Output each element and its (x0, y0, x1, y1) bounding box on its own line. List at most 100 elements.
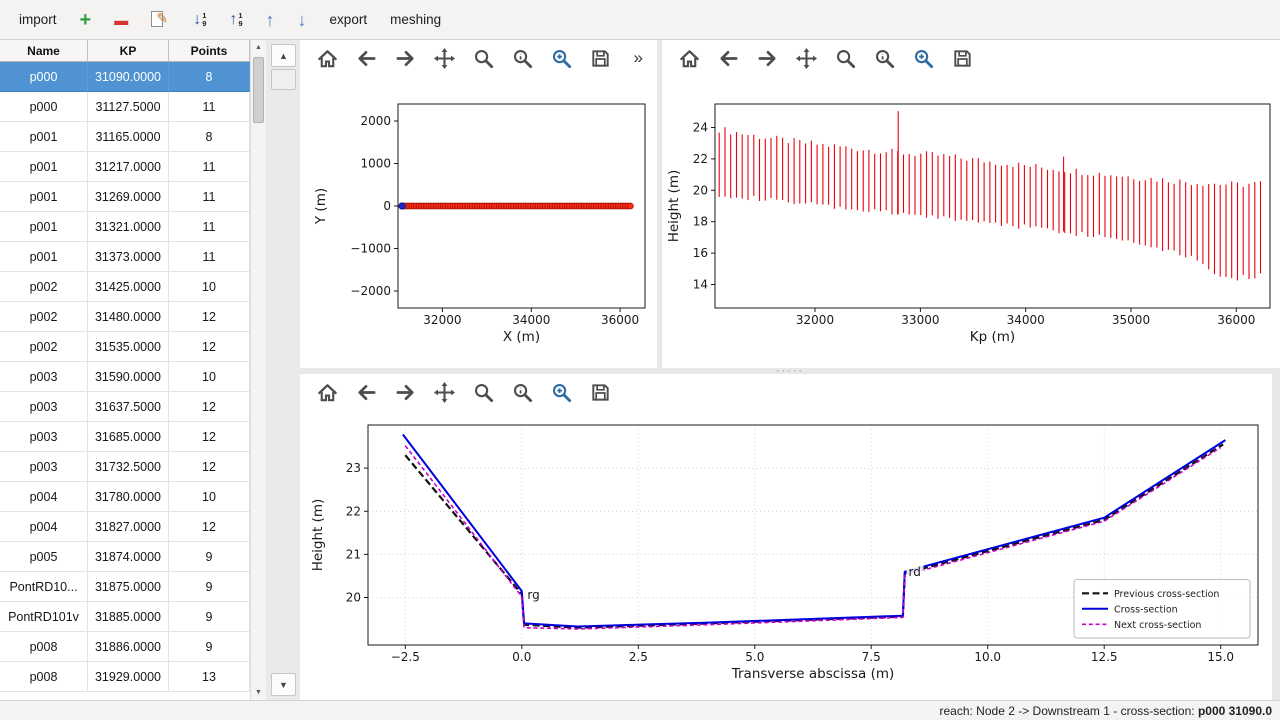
zoom-button[interactable] (832, 45, 858, 71)
table-cell[interactable]: 12 (169, 452, 250, 482)
table-cell[interactable]: 12 (169, 422, 250, 452)
table-scrollbar-thumb[interactable] (253, 57, 264, 123)
table-cell[interactable]: p002 (0, 272, 88, 302)
table-row[interactable]: p004 31827.0000 12 (0, 512, 266, 542)
table-cell[interactable]: 12 (169, 392, 250, 422)
back-button[interactable] (715, 45, 741, 71)
table-cell[interactable]: 31373.0000 (88, 242, 169, 272)
table-cell[interactable]: p003 (0, 392, 88, 422)
table-cell[interactable]: 31165.0000 (88, 122, 169, 152)
table-cell[interactable]: 31886.0000 (88, 632, 169, 662)
home-button[interactable] (314, 379, 340, 405)
table-cell[interactable]: 31535.0000 (88, 332, 169, 362)
edit-button[interactable]: ✎ (142, 5, 179, 35)
import-button[interactable]: import (19, 12, 57, 27)
table-cell[interactable]: p001 (0, 242, 88, 272)
table-cell[interactable]: p001 (0, 182, 88, 212)
table-row[interactable]: p001 31269.0000 11 (0, 182, 266, 212)
table-cell[interactable]: p005 (0, 542, 88, 572)
table-cell[interactable]: 9 (169, 602, 250, 632)
table-cell[interactable]: 9 (169, 542, 250, 572)
table-row[interactable]: p001 31165.0000 8 (0, 122, 266, 152)
table-row[interactable]: p002 31480.0000 12 (0, 302, 266, 332)
table-cell[interactable]: 8 (169, 122, 250, 152)
table-scroll-down-button[interactable]: ▼ (251, 685, 266, 700)
forward-button[interactable] (392, 45, 418, 71)
table-cell[interactable]: 31885.0000 (88, 602, 169, 632)
vertical-splitter[interactable] (657, 40, 662, 368)
remove-cross-section-button[interactable]: ▬ (105, 5, 137, 35)
horizontal-splitter[interactable]: ····· (300, 365, 1280, 376)
save-button[interactable] (949, 45, 975, 71)
home-button[interactable] (676, 45, 702, 71)
table-cell[interactable]: 10 (169, 482, 250, 512)
zoom-button[interactable] (470, 45, 496, 71)
table-row[interactable]: p003 31590.0000 10 (0, 362, 266, 392)
longitudinal-profile-chart[interactable]: 32000 33000 34000 35000 36000 14 16 18 20 22 24 Kp … (662, 76, 1280, 368)
plan-view-chart[interactable]: 32000 34000 36000 −2000 −1000 0 1000 2000 X (m) Y… (300, 76, 657, 368)
save-button[interactable] (587, 45, 613, 71)
table-cell[interactable]: 31321.0000 (88, 212, 169, 242)
table-cell[interactable]: p003 (0, 422, 88, 452)
table-cell[interactable]: 31637.5000 (88, 392, 169, 422)
table-cell[interactable]: p002 (0, 302, 88, 332)
save-button[interactable] (587, 379, 613, 405)
table-cell[interactable]: p001 (0, 122, 88, 152)
table-cell[interactable]: PontRD101v (0, 602, 88, 632)
table-cell[interactable]: p004 (0, 512, 88, 542)
table-row[interactable]: p002 31535.0000 12 (0, 332, 266, 362)
table-row[interactable]: p001 31217.0000 11 (0, 152, 266, 182)
cross-section-chart[interactable]: −2.5 0.0 2.5 5.0 7.5 10.0 12.5 15.0 20 21 22 23 Tran… (300, 410, 1272, 700)
table-cell[interactable]: 31827.0000 (88, 512, 169, 542)
table-row[interactable]: p003 31685.0000 12 (0, 422, 266, 452)
column-header-kp[interactable]: KP (88, 40, 169, 62)
forward-button[interactable] (754, 45, 780, 71)
move-down-button[interactable]: ↓ (289, 5, 316, 35)
table-row[interactable]: p008 31929.0000 13 (0, 662, 266, 692)
table-cell[interactable]: 13 (169, 662, 250, 692)
table-cell[interactable]: p001 (0, 152, 88, 182)
pan-button[interactable] (431, 45, 457, 71)
pan-button[interactable] (793, 45, 819, 71)
table-cell[interactable]: 11 (169, 92, 250, 122)
table-cell[interactable]: 31217.0000 (88, 152, 169, 182)
export-button[interactable]: export (329, 12, 368, 27)
table-cell[interactable]: 31874.0000 (88, 542, 169, 572)
table-cell[interactable]: 31127.5000 (88, 92, 169, 122)
table-row[interactable]: p005 31874.0000 9 (0, 542, 266, 572)
table-cell[interactable]: 9 (169, 632, 250, 662)
table-cell[interactable]: 31480.0000 (88, 302, 169, 332)
table-cell[interactable]: p000 (0, 92, 88, 122)
table-cell[interactable]: p003 (0, 452, 88, 482)
table-row[interactable]: p000 31127.5000 11 (0, 92, 266, 122)
table-cell[interactable]: p004 (0, 482, 88, 512)
back-button[interactable] (353, 45, 379, 71)
forward-button[interactable] (392, 379, 418, 405)
table-cell[interactable]: 31929.0000 (88, 662, 169, 692)
table-cell[interactable]: 31875.0000 (88, 572, 169, 602)
column-header-points[interactable]: Points (169, 40, 250, 62)
table-cell[interactable]: 12 (169, 302, 250, 332)
panel-scroll-up-button[interactable]: ▲ (271, 44, 296, 67)
table-row[interactable]: PontRD101v 31885.0000 9 (0, 602, 266, 632)
table-scroll-up-button[interactable]: ▲ (251, 40, 266, 55)
table-cell[interactable]: 11 (169, 212, 250, 242)
table-cell[interactable]: p003 (0, 362, 88, 392)
pan-button[interactable] (431, 379, 457, 405)
table-cell[interactable]: 31090.0000 (88, 62, 169, 92)
table-cell[interactable]: p008 (0, 632, 88, 662)
table-row[interactable]: PontRD10... 31875.0000 9 (0, 572, 266, 602)
table-cell[interactable]: p008 (0, 662, 88, 692)
zoom-cursor-button[interactable] (871, 45, 897, 71)
table-cell[interactable]: p000 (0, 62, 88, 92)
add-cross-section-button[interactable]: + (71, 5, 101, 35)
zoom-rect-button[interactable] (548, 379, 574, 405)
table-cell[interactable]: 8 (169, 62, 250, 92)
toolbar-overflow-button[interactable]: » (633, 48, 643, 67)
zoom-rect-button[interactable] (548, 45, 574, 71)
table-cell[interactable]: 11 (169, 182, 250, 212)
table-row[interactable]: p003 31637.5000 12 (0, 392, 266, 422)
home-button[interactable] (314, 45, 340, 71)
move-up-button[interactable]: ↑ (257, 5, 284, 35)
